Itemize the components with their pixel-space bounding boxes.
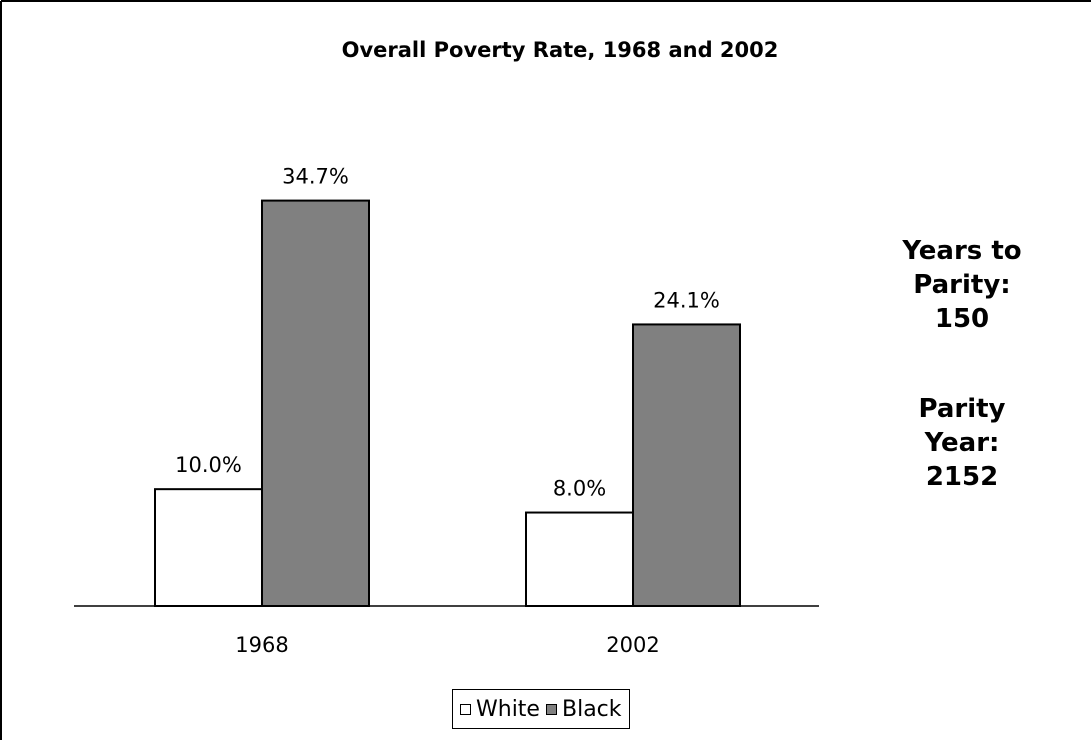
parity-year-value: 2152 (925, 462, 999, 492)
years-to-parity-label-2: Parity: (913, 270, 1011, 300)
parity-year-note: Parity Year: 2152 (862, 392, 1062, 494)
value-label-white-1968: 10.0% (175, 453, 242, 477)
legend-item-white: White (460, 697, 540, 722)
value-label-black-1968: 34.7% (282, 165, 349, 189)
value-label-black-2002: 24.1% (653, 288, 720, 312)
legend-swatch-black (545, 703, 557, 715)
bar-white-2002 (525, 511, 634, 607)
bar-white-1968 (154, 488, 263, 607)
chart-legend: White Black (452, 689, 630, 729)
years-to-parity-value: 150 (934, 304, 990, 334)
value-label-white-2002: 8.0% (553, 477, 606, 501)
value-labels-group: 10.0% 34.7% 8.0% 24.1% (175, 165, 720, 501)
years-to-parity-note: Years to Parity: 150 (862, 234, 1062, 336)
parity-year-label-1: Parity (918, 394, 1006, 424)
years-to-parity-label-1: Years to (902, 236, 1022, 266)
bar-black-2002 (632, 323, 741, 607)
category-label-2002: 2002 (606, 633, 659, 657)
bar-black-1968 (261, 199, 370, 607)
legend-label-black: Black (561, 696, 622, 722)
parity-year-label-2: Year: (924, 428, 1000, 458)
category-label-1968: 1968 (235, 633, 288, 657)
legend-label-white: White (476, 696, 540, 722)
legend-item-black: Black (545, 696, 622, 722)
category-labels-group: 1968 2002 (235, 633, 659, 657)
bars-group (154, 199, 741, 607)
chart-title: Overall Poverty Rate, 1968 and 2002 (342, 38, 779, 62)
legend-swatch-white (460, 703, 471, 715)
